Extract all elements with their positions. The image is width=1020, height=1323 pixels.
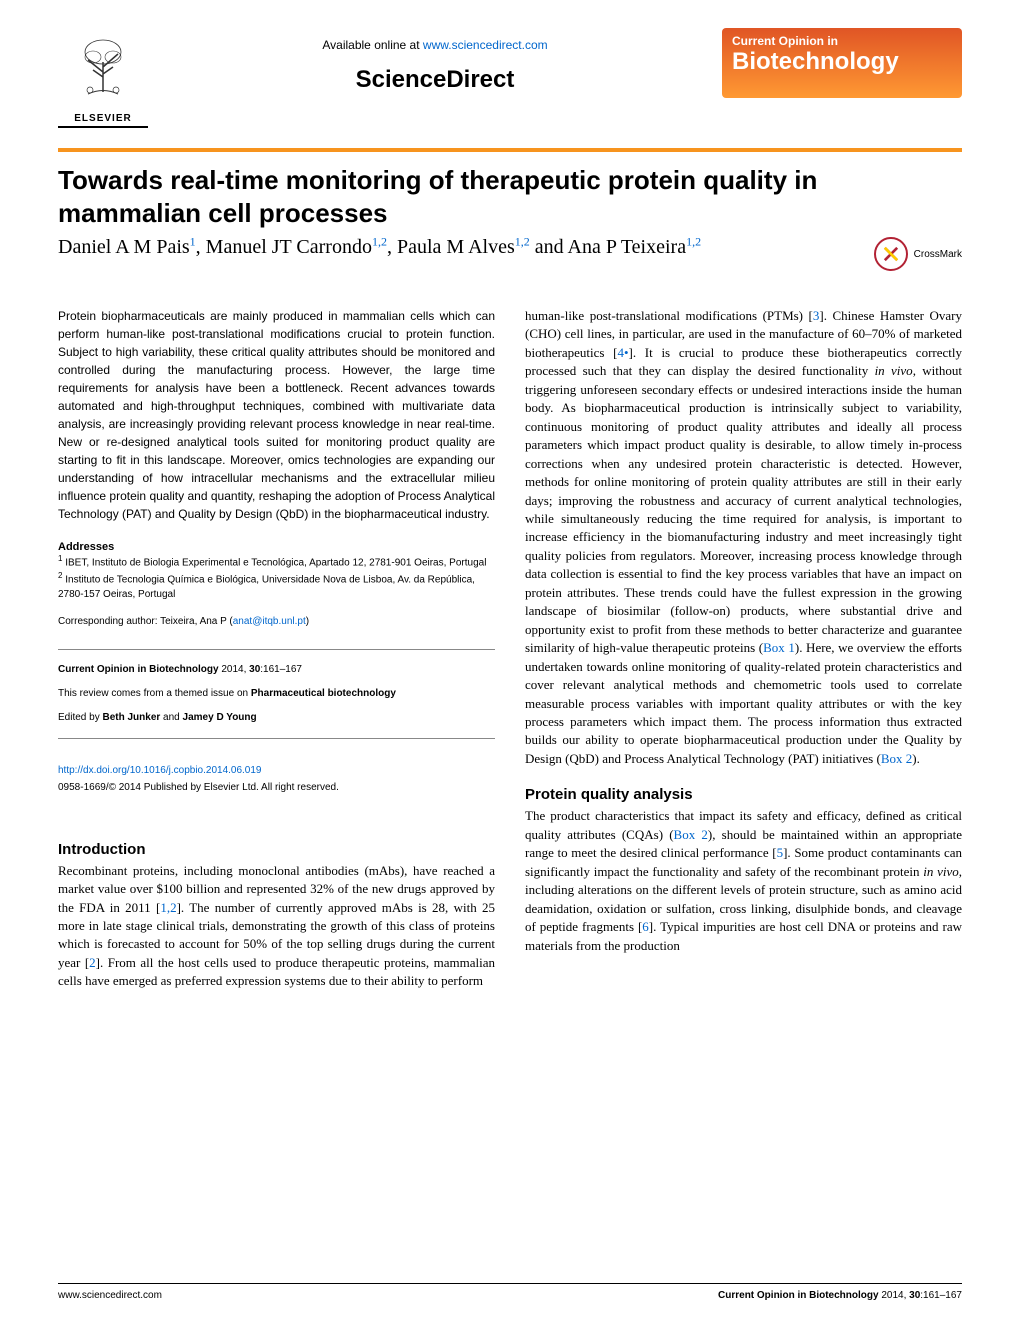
address-2-text: Instituto de Tecnologia Química e Biológ… <box>58 575 475 600</box>
abstract: Protein biopharmaceuticals are mainly pr… <box>58 307 495 523</box>
footer-left: www.sciencedirect.com <box>58 1290 162 1301</box>
addresses-heading: Addresses <box>58 541 495 553</box>
corresponding-email[interactable]: anat@itqb.unl.pt <box>233 616 306 627</box>
badge-bottom-line: Biotechnology <box>732 48 952 76</box>
edited-by-text: Edited by <box>58 712 102 723</box>
authors-row: Daniel A M Pais1, Manuel JT Carrondo1,2,… <box>58 233 962 271</box>
edited-by: Edited by Beth Junker and Jamey D Young <box>58 710 495 726</box>
crossmark-badge[interactable]: CrossMark <box>874 237 962 271</box>
pqa-heading: Protein quality analysis <box>525 786 962 803</box>
right-column: human-like post-translational modificati… <box>525 307 962 991</box>
pqa-body: The product characteristics that impact … <box>525 807 962 955</box>
elsevier-label: ELSEVIER <box>58 113 148 124</box>
introduction-body: Recombinant proteins, including monoclon… <box>58 862 495 991</box>
available-online: Available online at www.sciencedirect.co… <box>148 38 722 52</box>
journal-badge: Current Opinion in Biotechnology <box>722 28 962 98</box>
citation-line: Current Opinion in Biotechnology 2014, 3… <box>58 662 495 678</box>
address-1: 1 IBET, Instituto de Biologia Experiment… <box>58 553 495 570</box>
themed-text: This review comes from a themed issue on <box>58 688 251 699</box>
badge-top-line: Current Opinion in <box>732 34 952 48</box>
address-1-text: IBET, Instituto de Biologia Experimental… <box>65 557 486 568</box>
left-column: Protein biopharmaceuticals are mainly pr… <box>58 307 495 991</box>
citation-vol: 30 <box>249 664 260 675</box>
available-text: Available online at <box>322 38 423 52</box>
author-list: Daniel A M Pais1, Manuel JT Carrondo1,2,… <box>58 233 862 261</box>
elsevier-tree-icon <box>68 32 138 102</box>
citation-box: Current Opinion in Biotechnology 2014, 3… <box>58 649 495 739</box>
page-footer: www.sciencedirect.com Current Opinion in… <box>58 1283 962 1301</box>
corresponding-text: Corresponding author: Teixeira, Ana P ( <box>58 616 233 627</box>
themed-bold: Pharmaceutical biotechnology <box>251 688 396 699</box>
article-title: Towards real-time monitoring of therapeu… <box>58 164 962 229</box>
editor-2: Jamey D Young <box>183 712 257 723</box>
copyright: 0958-1669/© 2014 Published by Elsevier L… <box>58 782 495 793</box>
themed-issue: This review comes from a themed issue on… <box>58 686 495 702</box>
main-columns: Protein biopharmaceuticals are mainly pr… <box>58 307 962 991</box>
citation-year: 2014, <box>219 664 250 675</box>
footer-vol: 30 <box>909 1290 920 1301</box>
corresponding-author: Corresponding author: Teixeira, Ana P (a… <box>58 616 495 627</box>
sciencedirect-wordmark: ScienceDirect <box>148 66 722 94</box>
elsevier-logo: ELSEVIER <box>58 28 148 128</box>
editor-1: Beth Junker <box>102 712 160 723</box>
header-center: Available online at www.sciencedirect.co… <box>148 28 722 94</box>
page-header: ELSEVIER Available online at www.science… <box>58 28 962 128</box>
sciencedirect-url[interactable]: www.sciencedirect.com <box>423 38 548 52</box>
citation-pages: :161–167 <box>260 664 302 675</box>
citation-journal: Current Opinion in Biotechnology <box>58 664 219 675</box>
footer-right: Current Opinion in Biotechnology 2014, 3… <box>718 1290 962 1301</box>
footer-year: 2014, <box>879 1290 910 1301</box>
doi-line: http://dx.doi.org/10.1016/j.copbio.2014.… <box>58 765 495 776</box>
col2-continuation: human-like post-translational modificati… <box>525 307 962 768</box>
crossmark-label: CrossMark <box>914 249 962 260</box>
editor-and: and <box>160 712 182 723</box>
title-area: Towards real-time monitoring of therapeu… <box>58 148 962 271</box>
footer-journal: Current Opinion in Biotechnology <box>718 1290 879 1301</box>
footer-pages: :161–167 <box>920 1290 962 1301</box>
introduction-heading: Introduction <box>58 841 495 858</box>
doi-link[interactable]: http://dx.doi.org/10.1016/j.copbio.2014.… <box>58 765 262 776</box>
crossmark-icon <box>874 237 908 271</box>
address-2: 2 Instituto de Tecnologia Química e Biol… <box>58 570 495 601</box>
